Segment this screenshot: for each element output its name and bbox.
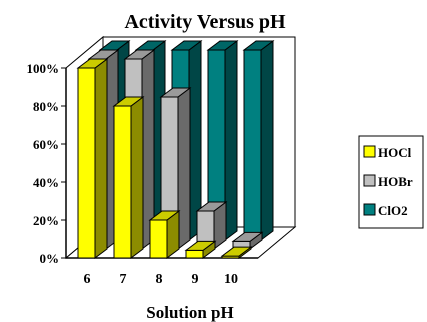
x-tick-label: 6 bbox=[84, 272, 91, 287]
y-tick-label: 100% bbox=[27, 61, 60, 76]
legend-swatch-hocl bbox=[363, 145, 376, 158]
bar-side-face bbox=[260, 40, 274, 241]
bar-side-face bbox=[130, 96, 144, 259]
bar-top-face bbox=[206, 40, 239, 51]
bar-clo2-9 bbox=[206, 40, 239, 241]
y-tick-label: 20% bbox=[33, 213, 59, 228]
bar-top-face bbox=[242, 40, 275, 51]
bar-hocl-6 bbox=[76, 58, 109, 259]
bar-front-face bbox=[77, 67, 96, 259]
bar-top-face bbox=[170, 40, 203, 51]
legend: HOCl HOBr ClO2 bbox=[358, 135, 424, 229]
bar-hobr-9 bbox=[195, 201, 228, 250]
legend-swatch-clo2 bbox=[363, 203, 376, 216]
bar-top-face bbox=[123, 49, 156, 60]
legend-swatch-hobr bbox=[363, 174, 376, 187]
bar-front-face bbox=[185, 249, 204, 259]
y-tick-label: 80% bbox=[33, 99, 59, 114]
bar-side-face bbox=[224, 40, 238, 241]
bar-top-face bbox=[112, 96, 145, 107]
bar-hocl-10 bbox=[220, 246, 253, 259]
bar-hocl-7 bbox=[112, 96, 145, 259]
bar-top-face bbox=[220, 246, 253, 257]
bar-clo2-10 bbox=[242, 40, 275, 241]
x-tick-label: 8 bbox=[156, 272, 163, 287]
bar-top-face bbox=[184, 240, 217, 251]
y-tick-label: 60% bbox=[33, 137, 59, 152]
bar-top-face bbox=[148, 210, 181, 221]
x-tick-label: 9 bbox=[192, 272, 199, 287]
bar-side-face bbox=[177, 87, 191, 250]
bar-front-face bbox=[113, 105, 132, 259]
bar-top-face bbox=[159, 87, 192, 98]
legend-label-clo2: ClO2 bbox=[378, 203, 408, 218]
bar-hocl-8 bbox=[148, 210, 181, 259]
legend-label-hobr: HOBr bbox=[378, 174, 413, 189]
bar-hocl-9 bbox=[184, 240, 217, 259]
legend-label-hocl: HOCl bbox=[378, 145, 412, 160]
bar-side-face bbox=[94, 58, 108, 259]
x-tick-label: 7 bbox=[120, 272, 127, 287]
bar-top-face bbox=[76, 58, 109, 69]
x-tick-label: 10 bbox=[224, 272, 238, 287]
chart-title: Activity Versus pH bbox=[124, 11, 286, 33]
x-axis-title: Solution pH bbox=[146, 303, 233, 322]
bar-top-face bbox=[231, 231, 264, 242]
y-tick-label: 0% bbox=[40, 251, 60, 266]
plot-area: 0% 20% 40% 60% 80% 100% 6 7 8 9 10 bbox=[27, 35, 297, 287]
bar-top-face bbox=[195, 201, 228, 212]
y-tick-label: 40% bbox=[33, 175, 59, 190]
bar-front-face bbox=[243, 49, 262, 241]
bar-front-face bbox=[149, 219, 168, 259]
